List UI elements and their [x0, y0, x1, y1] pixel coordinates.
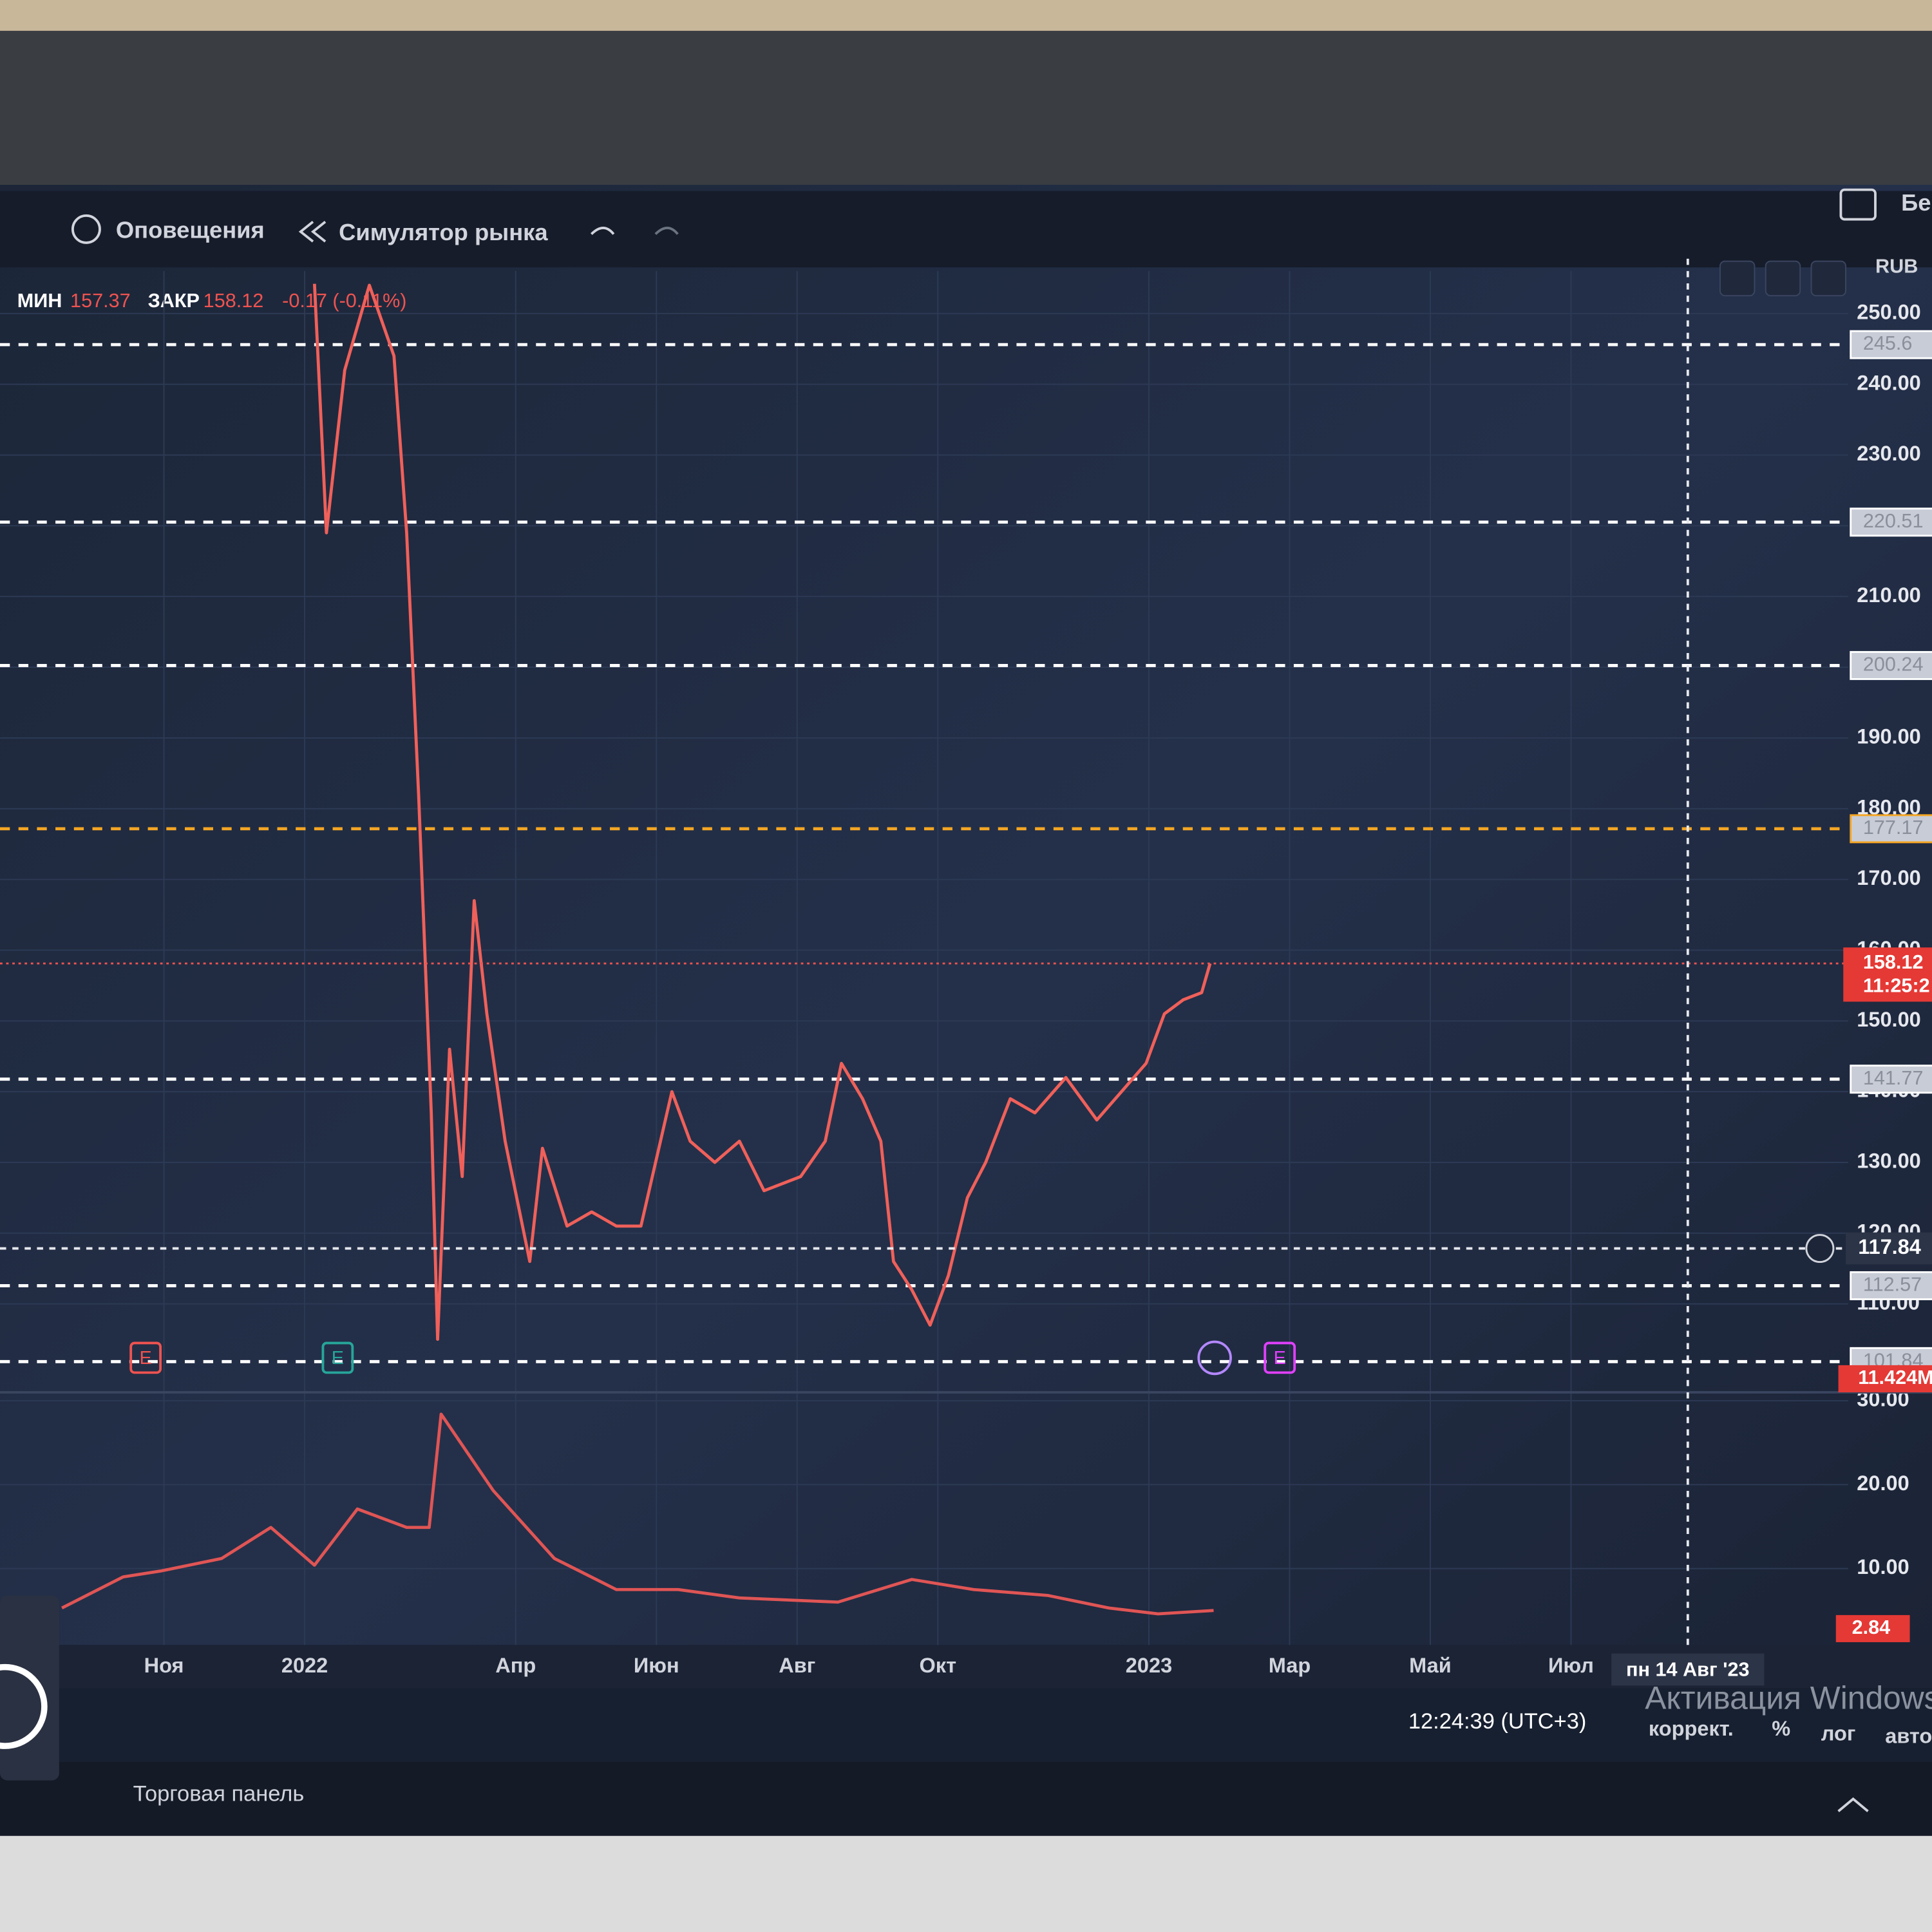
level-label: 177.17 [1863, 817, 1924, 838]
event-badge [1264, 1341, 1296, 1374]
undo[interactable] [591, 227, 615, 235]
level-label: 220.51 [1863, 510, 1924, 532]
y-tick-label: 230.00 [1857, 442, 1920, 465]
alerts-button[interactable]: Оповещения [116, 216, 265, 243]
y-tick-label: 130.00 [1857, 1150, 1920, 1173]
indicator-last-box [1835, 1615, 1910, 1642]
bezel-bottom [0, 1835, 1932, 1932]
change-value: -0.17 (-0.11%) [282, 290, 406, 312]
level-label: 245.6 [1863, 332, 1913, 354]
panel-toggle[interactable] [1837, 1797, 1869, 1812]
countdown: 11:25:2 [1863, 975, 1930, 997]
y-tick-label: 190.00 [1857, 725, 1920, 748]
event-badge [129, 1341, 162, 1374]
x-tick-label: Май [1409, 1654, 1452, 1677]
low-value: 157.37 [70, 290, 131, 312]
gauge-icon [0, 1663, 48, 1749]
replay-icon[interactable] [298, 220, 327, 243]
bottom-panel [0, 1761, 1932, 1839]
x-tick-label: Ноя [144, 1654, 184, 1677]
status-bar [0, 1688, 1932, 1762]
side-widget[interactable] [0, 1595, 59, 1781]
ohlc-legend: МИН 157.37 ЗАКР 158.12 -0.17 (-0.11%) [17, 290, 407, 312]
alarm-icon[interactable] [71, 214, 101, 244]
scale-buttons [1719, 260, 1847, 297]
y-tick-label: 10.00 [1857, 1555, 1909, 1578]
x-tick-label: Авг [779, 1654, 815, 1677]
status-option[interactable]: коррект. [1649, 1717, 1734, 1740]
indicator-line [61, 1412, 1214, 1616]
button[interactable] [1810, 260, 1847, 297]
y-tick-label: 250.00 [1857, 300, 1920, 323]
close-label: ЗАКР [148, 290, 200, 312]
clock: 12:24:39 (UTC+3) [1408, 1709, 1586, 1734]
crosshair-price: 117.84 [1858, 1235, 1921, 1258]
panel-title[interactable]: Торговая панель [133, 1782, 305, 1806]
x-tick-label: 2022 [281, 1654, 328, 1677]
indicator-last-label: 2.84 [1852, 1616, 1891, 1638]
status-option[interactable]: лог [1821, 1721, 1856, 1745]
level-label: 200.24 [1863, 654, 1924, 676]
crosshair-price-box [1846, 1232, 1932, 1265]
level-label: 112.57 [1863, 1274, 1922, 1296]
volume-label-box [1838, 1365, 1932, 1392]
button[interactable] [1765, 260, 1801, 297]
x-tick-label: Мар [1269, 1654, 1311, 1677]
level-label-box [1850, 1065, 1932, 1094]
toolbar [0, 191, 1932, 268]
x-tick-label: Июн [634, 1654, 679, 1677]
crosshair-date-box [1611, 1653, 1765, 1686]
y-tick-label: 210.00 [1857, 583, 1920, 607]
bezel-top [0, 30, 1932, 198]
y-tick-label: 170.00 [1857, 866, 1920, 889]
dividend-event [1197, 1340, 1232, 1376]
level-label-box [1850, 330, 1932, 359]
x-tick-label: 2023 [1126, 1654, 1172, 1677]
volume-label: 11.424M [1858, 1367, 1932, 1388]
event-badge [321, 1341, 354, 1374]
event-label: E [140, 1348, 152, 1368]
button[interactable] [1719, 260, 1756, 297]
x-tick-label: Апр [495, 1654, 536, 1677]
status-option[interactable]: % [1772, 1717, 1790, 1740]
x-tick-label: Июл [1548, 1654, 1594, 1677]
level-label-box [1850, 1271, 1932, 1300]
event-label: E [1274, 1348, 1286, 1368]
crosshair-date: пн 14 Авг '23 [1626, 1658, 1750, 1680]
status-option[interactable]: авто [1885, 1724, 1932, 1747]
toolbar-right[interactable]: Бе [1901, 189, 1931, 216]
y-tick-label: 150.00 [1857, 1008, 1920, 1031]
y-tick-label: 20.00 [1857, 1472, 1909, 1495]
last-price-label: 158.12 [1863, 951, 1924, 973]
close-value: 158.12 [204, 290, 264, 312]
y-tick-label: 240.00 [1857, 371, 1920, 394]
x-tick-label: Окт [920, 1654, 957, 1677]
low-label: МИН [17, 290, 62, 312]
replay-button[interactable]: Симулятор рынка [339, 219, 548, 245]
event-label: E [332, 1348, 344, 1368]
watermark: Активация Windows [1645, 1680, 1932, 1716]
price-line [312, 283, 1212, 1341]
level-label-box [1850, 814, 1932, 844]
time-axis [0, 1645, 1932, 1689]
currency[interactable]: RUB [1875, 255, 1918, 277]
add-alert [1805, 1234, 1835, 1264]
level-label: 141.77 [1863, 1067, 1924, 1089]
level-label-box [1850, 507, 1932, 537]
last-price-box [1843, 947, 1932, 1002]
chart: Ноя 2022 Апр Июн Авг Окт 2023 Мар Май Июл110.0012… [0, 258, 1932, 1686]
level-label-box [1850, 650, 1932, 680]
window-toggle[interactable] [1839, 188, 1877, 221]
redo[interactable] [654, 227, 679, 235]
